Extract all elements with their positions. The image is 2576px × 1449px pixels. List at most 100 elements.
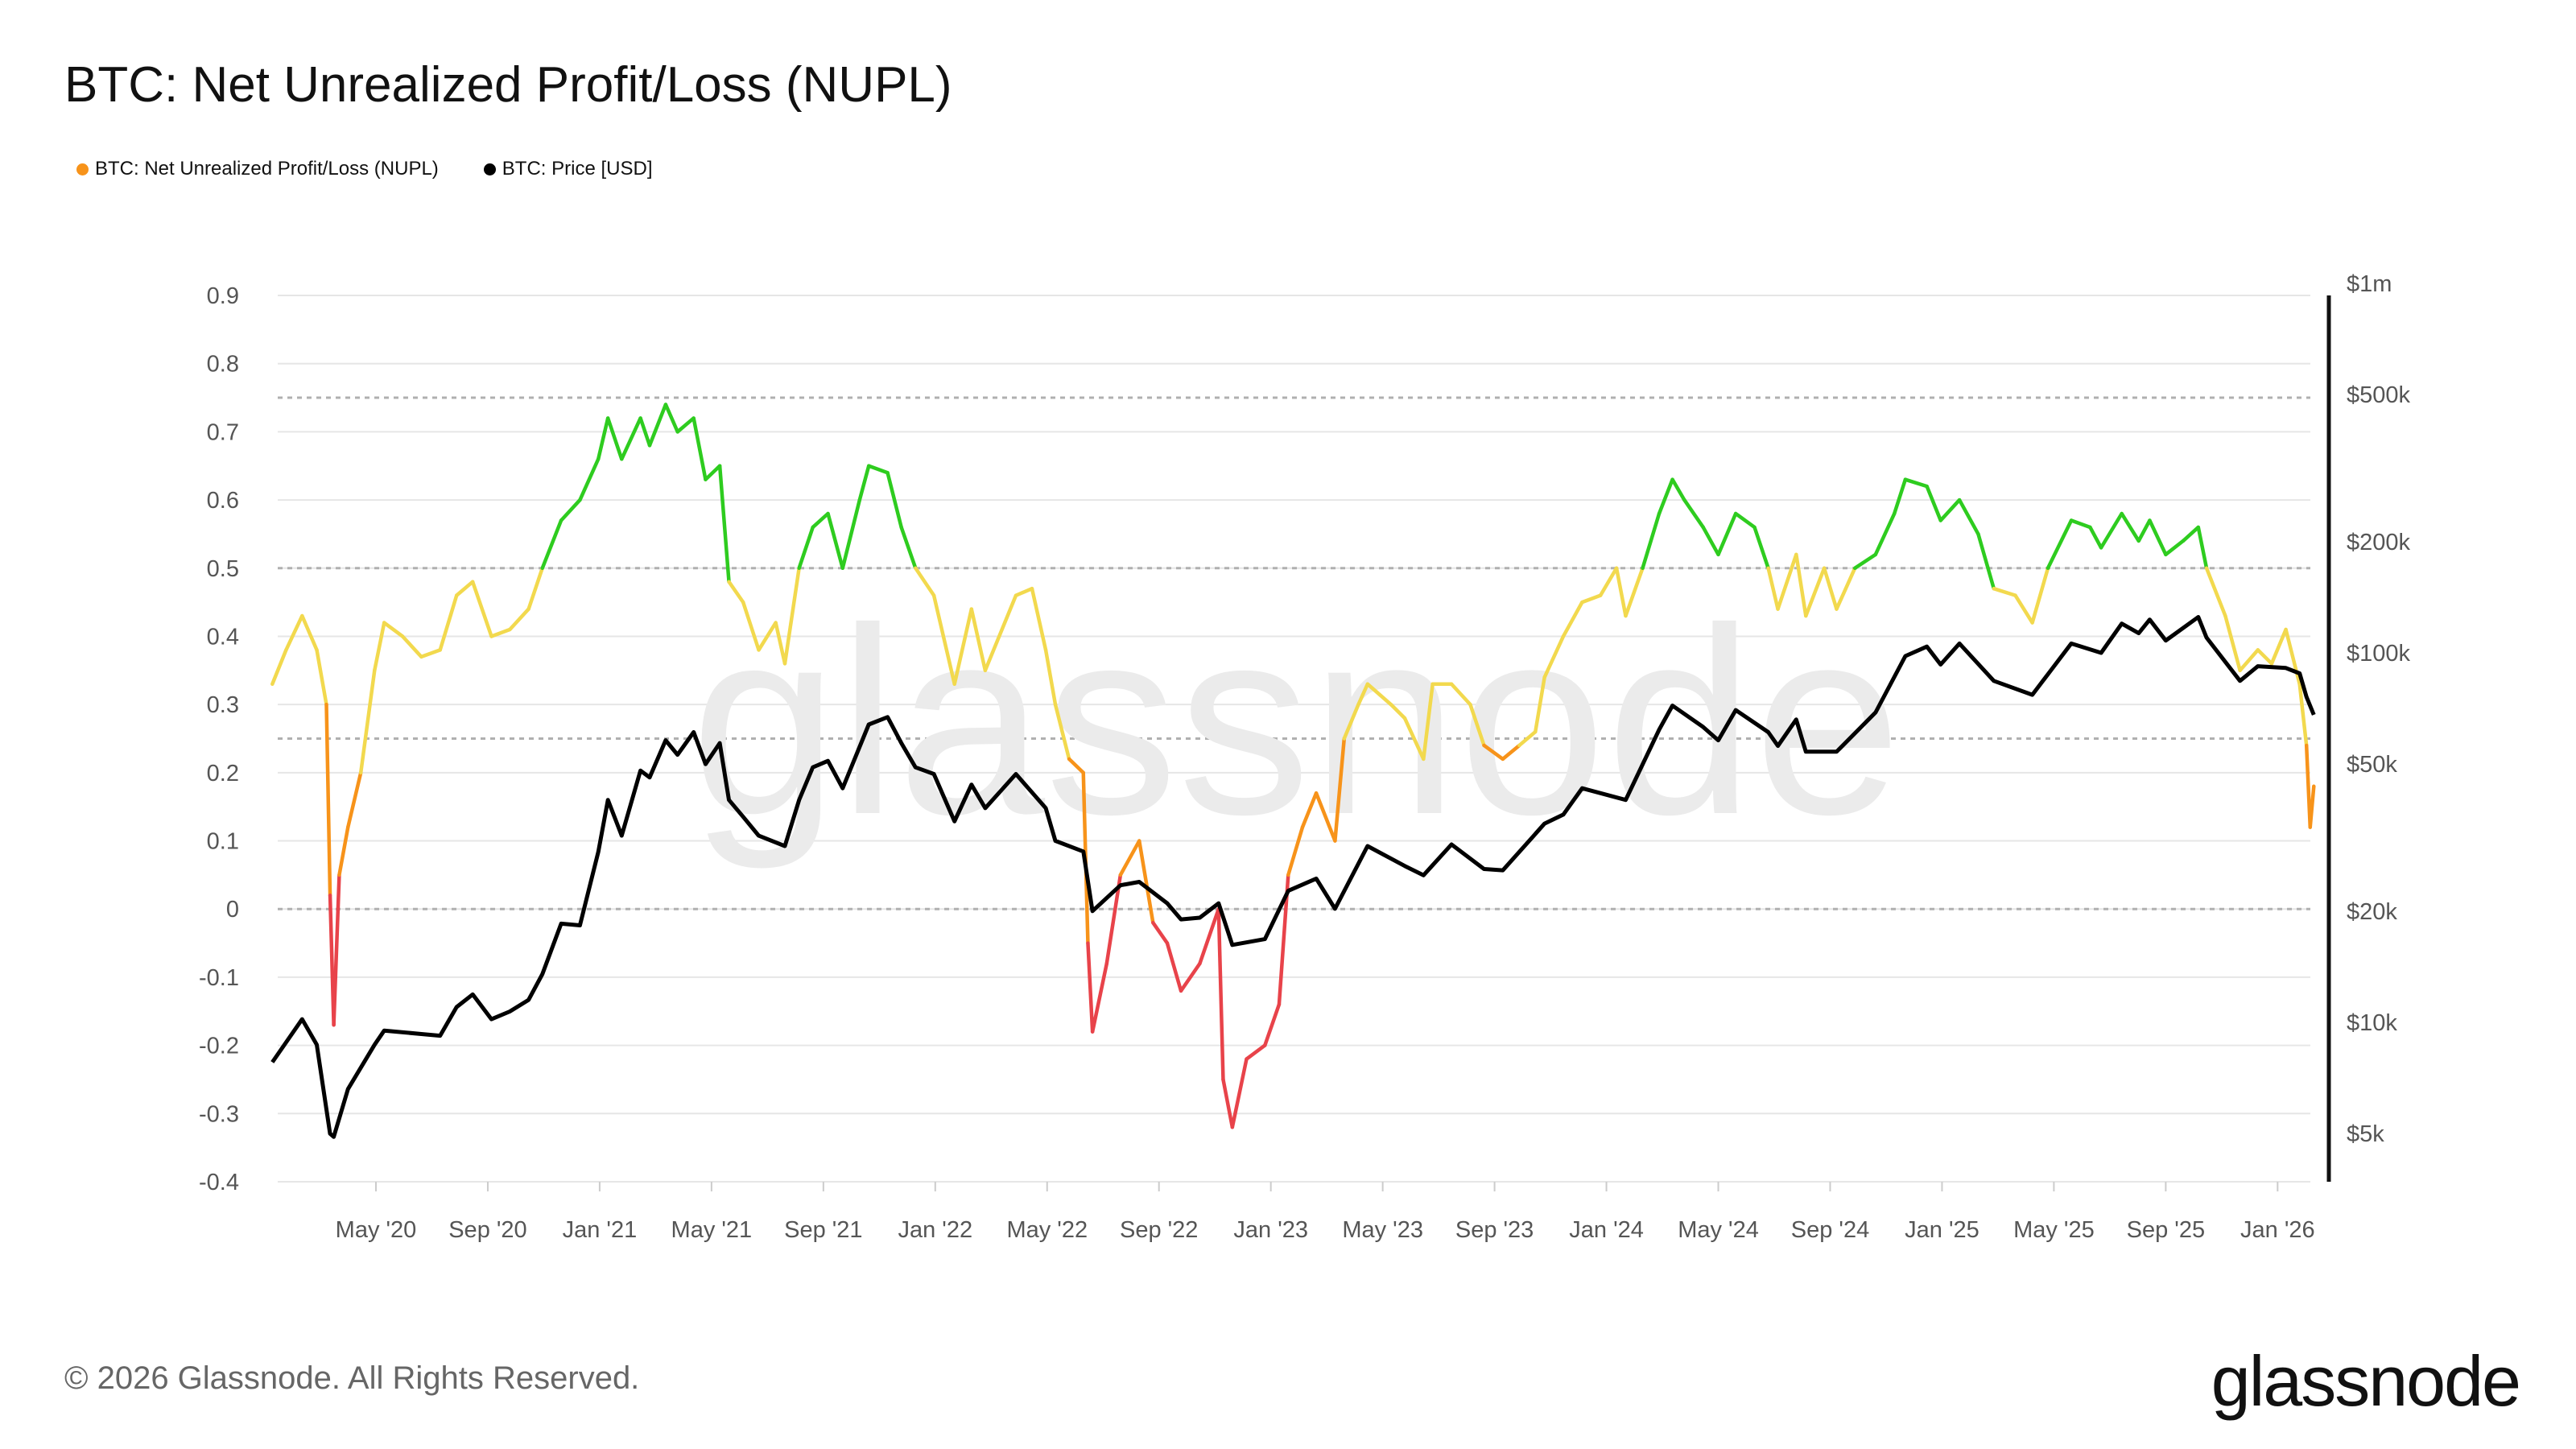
x-tick-label: Jan '25 — [1905, 1217, 1979, 1243]
nupl-segment — [1365, 682, 1393, 707]
nupl-segment — [1766, 566, 1780, 611]
nupl-segment — [1835, 566, 1857, 611]
nupl-segment — [1402, 716, 1426, 762]
nupl-segment — [346, 770, 363, 829]
nupl-segment — [337, 825, 350, 877]
legend-dot-nupl — [76, 163, 89, 175]
y-right-tick-label: $200k — [2347, 530, 2411, 555]
nupl-segment — [578, 457, 601, 502]
y-right-tick-label: $50k — [2347, 752, 2397, 778]
x-tick-label: Jan '23 — [1233, 1217, 1308, 1243]
x-tick-label: Sep '24 — [1791, 1217, 1869, 1243]
nupl-segment — [1300, 791, 1319, 829]
nupl-segment — [983, 593, 1018, 673]
copyright: © 2026 Glassnode. All Rights Reserved. — [64, 1360, 640, 1396]
nupl-segment — [373, 621, 386, 673]
nupl-segment — [1598, 566, 1619, 597]
nupl-segment — [1892, 477, 1908, 516]
legend-item-price[interactable]: BTC: Price [USD] — [483, 158, 653, 180]
x-tick-label: May '22 — [1006, 1217, 1088, 1243]
nupl-segment — [1245, 1043, 1267, 1061]
nupl-segment — [1230, 1057, 1249, 1129]
x-tick-label: May '23 — [1342, 1217, 1423, 1243]
nupl-segment — [727, 580, 745, 605]
y-left-tick-label: 0.2 — [207, 761, 239, 786]
y-right-tick-label: $1m — [2347, 271, 2392, 297]
nupl-segment — [2204, 566, 2227, 618]
nupl-segment — [1776, 552, 1798, 611]
nupl-segment — [1165, 941, 1183, 993]
nupl-segment — [2181, 525, 2201, 543]
nupl-segment — [2120, 511, 2141, 543]
nupl-segment — [826, 511, 845, 571]
nupl-segment — [2223, 613, 2242, 673]
nupl-segment — [1043, 648, 1058, 707]
legend-item-nupl[interactable]: BTC: Net Unrealized Profit/Loss (NUPL) — [76, 158, 439, 180]
nupl-segment — [1342, 702, 1360, 741]
nupl-segment — [638, 416, 652, 448]
nupl-segment — [1534, 675, 1546, 734]
y-right-tick-label: $10k — [2347, 1010, 2397, 1036]
y-left-tick-label: -0.4 — [199, 1170, 239, 1195]
y-right-tick-label: $20k — [2347, 899, 2397, 925]
legend-label-price: BTC: Price [USD] — [502, 158, 653, 180]
nupl-segment — [1976, 532, 1996, 591]
nupl-segment — [1179, 961, 1202, 993]
nupl-segment — [1794, 552, 1808, 618]
nupl-segment — [2256, 648, 2274, 666]
nupl-segment — [811, 511, 830, 530]
y-left-tick-label: 0.3 — [207, 692, 239, 718]
watermark: glassnode — [691, 572, 1902, 871]
nupl-segment — [400, 634, 423, 659]
nupl-segment — [1151, 920, 1170, 945]
nupl-segment — [284, 613, 304, 652]
nupl-segment — [2304, 743, 2313, 829]
nupl-segment — [1580, 593, 1603, 605]
nupl-segment — [315, 648, 328, 707]
nupl-segment — [596, 416, 610, 461]
legend-dot-price — [483, 163, 496, 175]
nupl-segment — [866, 464, 890, 475]
nupl-segment — [1198, 906, 1221, 966]
glassnode-logo[interactable]: glassnode — [2211, 1341, 2521, 1421]
nupl-segment — [1053, 702, 1071, 762]
nupl-segment — [2069, 518, 2092, 530]
x-tick-label: Sep '21 — [784, 1217, 862, 1243]
x-tick-label: Jan '26 — [2240, 1217, 2315, 1243]
x-tick-label: Sep '22 — [1120, 1217, 1198, 1243]
nupl-segment — [931, 593, 956, 686]
nupl-segment — [2269, 627, 2288, 666]
nupl-segment — [782, 566, 801, 666]
nupl-segment — [1356, 682, 1370, 707]
nupl-segment — [774, 621, 787, 666]
nupl-segment — [2099, 511, 2124, 550]
x-tick-label: Jan '22 — [898, 1217, 972, 1243]
nupl-segment — [757, 621, 778, 652]
nupl-segment — [1501, 743, 1521, 762]
nupl-segment — [691, 416, 708, 481]
nupl-segment — [358, 668, 377, 775]
nupl-segment — [1517, 729, 1538, 748]
nupl-segment — [419, 648, 442, 659]
nupl-segment — [2013, 593, 2034, 625]
nupl-segment — [741, 600, 761, 652]
y-right-tick-label: $100k — [2347, 641, 2411, 667]
nupl-segment — [1752, 525, 1770, 571]
nupl-segment — [526, 566, 544, 611]
nupl-segment — [899, 525, 918, 571]
nupl-segment — [1701, 525, 1720, 557]
nupl-segment — [2196, 525, 2209, 571]
nupl-segment — [382, 621, 405, 638]
y-left-tick-label: 0.4 — [207, 624, 239, 650]
price-series — [270, 615, 2316, 1139]
nupl-segment — [1938, 497, 1962, 522]
nupl-series — [270, 402, 2316, 1129]
price-line — [270, 615, 2316, 1139]
y-left-tick-label: -0.3 — [199, 1101, 239, 1127]
y-left-tick-label: 0.6 — [207, 488, 239, 514]
nupl-segment — [620, 416, 642, 461]
x-tick-label: Sep '23 — [1455, 1217, 1534, 1243]
nupl-segment — [1449, 682, 1472, 707]
x-tick-label: Sep '20 — [448, 1217, 526, 1243]
